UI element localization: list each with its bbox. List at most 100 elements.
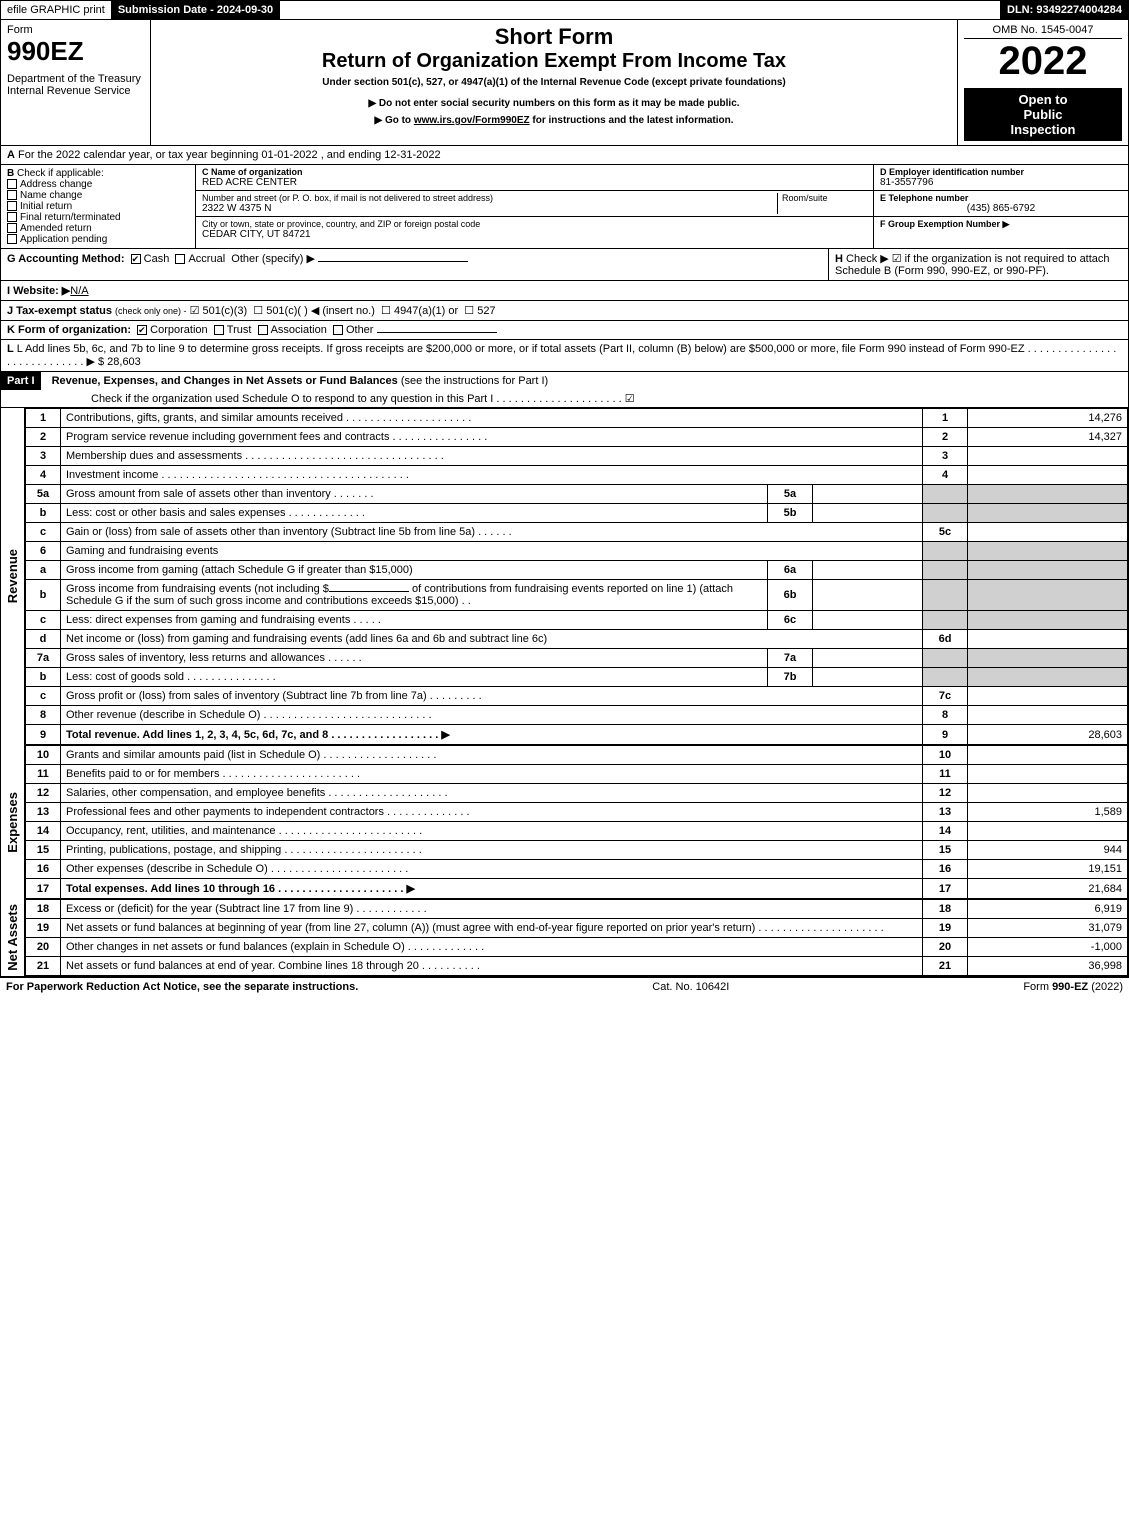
g-other-blank bbox=[318, 261, 468, 262]
check-trust[interactable] bbox=[214, 325, 224, 335]
check-name-change[interactable] bbox=[7, 190, 17, 200]
line-6d: dNet income or (loss) from gaming and fu… bbox=[26, 630, 1128, 649]
netassets-table: 18Excess or (deficit) for the year (Subt… bbox=[25, 899, 1128, 976]
line-desc: Gross profit or (loss) from sales of inv… bbox=[61, 687, 923, 706]
expenses-side-label: Expenses bbox=[5, 792, 20, 853]
line-desc: Gross sales of inventory, less returns a… bbox=[61, 649, 768, 668]
check-application-pending[interactable] bbox=[7, 234, 17, 244]
check-address-change[interactable] bbox=[7, 179, 17, 189]
line-desc: Net income or (loss) from gaming and fun… bbox=[61, 630, 923, 649]
line-rnum: 1 bbox=[923, 409, 968, 428]
b-addr: Address change bbox=[20, 179, 92, 190]
line-rnum: 10 bbox=[923, 746, 968, 765]
return-title: Return of Organization Exempt From Incom… bbox=[157, 50, 951, 73]
efile-print[interactable]: efile GRAPHIC print bbox=[1, 1, 112, 19]
bcdef-block: B Check if applicable: Address change Na… bbox=[0, 165, 1129, 249]
line-13: 13Professional fees and other payments t… bbox=[26, 803, 1128, 822]
check-initial-return[interactable] bbox=[7, 201, 17, 211]
line-6b-blank bbox=[329, 591, 409, 592]
line-rnum: 15 bbox=[923, 841, 968, 860]
irs-link[interactable]: www.irs.gov/Form990EZ bbox=[414, 115, 530, 126]
line-num: 19 bbox=[26, 919, 61, 938]
line-rnum: 3 bbox=[923, 447, 968, 466]
line-rnum: 8 bbox=[923, 706, 968, 725]
j-501c3: ☑ 501(c)(3) bbox=[190, 305, 248, 317]
line-rnum: 19 bbox=[923, 919, 968, 938]
open-to: Open to bbox=[968, 92, 1118, 107]
line-num: b bbox=[26, 580, 61, 611]
submission-date: Submission Date - 2024-09-30 bbox=[112, 1, 280, 19]
line-11: 11Benefits paid to or for members . . . … bbox=[26, 765, 1128, 784]
d-label: D Employer identification number bbox=[880, 167, 1122, 177]
line-rnum: 4 bbox=[923, 466, 968, 485]
check-final-return[interactable] bbox=[7, 212, 17, 222]
line-num: 9 bbox=[26, 725, 61, 745]
line-num: 15 bbox=[26, 841, 61, 860]
line-desc: Total expenses. Add lines 10 through 16 … bbox=[61, 879, 923, 899]
line-num: 7a bbox=[26, 649, 61, 668]
line-rval bbox=[968, 447, 1128, 466]
line-num: 8 bbox=[26, 706, 61, 725]
h-text: Check ▶ ☑ if the organization is not req… bbox=[835, 253, 1110, 277]
check-other-org[interactable] bbox=[333, 325, 343, 335]
b-initial: Initial return bbox=[20, 201, 72, 212]
line-6b: bGross income from fundraising events (n… bbox=[26, 580, 1128, 611]
check-corporation[interactable] bbox=[137, 325, 147, 335]
org-city: CEDAR CITY, UT 84721 bbox=[202, 229, 867, 240]
line-inbox: 7a bbox=[768, 649, 813, 668]
org-street: 2322 W 4375 N bbox=[202, 203, 777, 214]
line-desc: Gaming and fundraising events bbox=[61, 542, 923, 561]
line-rval bbox=[968, 706, 1128, 725]
line-rval: 19,151 bbox=[968, 860, 1128, 879]
line-inval bbox=[813, 668, 923, 687]
line-rval-shade bbox=[968, 580, 1128, 611]
line-rval: 21,684 bbox=[968, 879, 1128, 899]
line-rval bbox=[968, 523, 1128, 542]
check-cash[interactable] bbox=[131, 254, 141, 264]
line-desc: Printing, publications, postage, and shi… bbox=[61, 841, 923, 860]
line-6: 6Gaming and fundraising events bbox=[26, 542, 1128, 561]
header: Form 990EZ Department of the Treasury In… bbox=[0, 20, 1129, 146]
j-sub: (check only one) - bbox=[115, 306, 187, 316]
line-desc: Investment income . . . . . . . . . . . … bbox=[61, 466, 923, 485]
line-rnum: 12 bbox=[923, 784, 968, 803]
l-row: L L Add lines 5b, 6c, and 7b to line 9 t… bbox=[0, 340, 1129, 372]
topbar-spacer bbox=[280, 1, 1001, 19]
line-desc: Other changes in net assets or fund bala… bbox=[61, 938, 923, 957]
check-amended-return[interactable] bbox=[7, 223, 17, 233]
line-desc: Other expenses (describe in Schedule O) … bbox=[61, 860, 923, 879]
line-desc: Gain or (loss) from sale of assets other… bbox=[61, 523, 923, 542]
line-num: c bbox=[26, 611, 61, 630]
line-desc: Gross income from fundraising events (no… bbox=[61, 580, 768, 611]
line-desc: Salaries, other compensation, and employ… bbox=[61, 784, 923, 803]
section-b: B Check if applicable: Address change Na… bbox=[1, 165, 196, 248]
netassets-side-label: Net Assets bbox=[5, 904, 20, 971]
line-18: 18Excess or (deficit) for the year (Subt… bbox=[26, 900, 1128, 919]
form-number: 990EZ bbox=[7, 36, 144, 67]
note-goto-pre: ▶ Go to bbox=[374, 115, 413, 126]
line-rval-shade bbox=[968, 504, 1128, 523]
line-a-text: For the 2022 calendar year, or tax year … bbox=[18, 149, 441, 161]
j-row: J Tax-exempt status (check only one) - ☑… bbox=[0, 301, 1129, 321]
part1-title: Revenue, Expenses, and Changes in Net As… bbox=[52, 375, 398, 387]
line-rval bbox=[968, 746, 1128, 765]
open-public-box: Open to Public Inspection bbox=[964, 88, 1122, 141]
line-21: 21Net assets or fund balances at end of … bbox=[26, 957, 1128, 976]
g-other: Other (specify) ▶ bbox=[231, 253, 315, 265]
line-rnum: 7c bbox=[923, 687, 968, 706]
section-def: D Employer identification number 81-3557… bbox=[873, 165, 1128, 248]
note-goto-post: for instructions and the latest informat… bbox=[530, 115, 734, 126]
line-7b: bLess: cost of goods sold . . . . . . . … bbox=[26, 668, 1128, 687]
check-accrual[interactable] bbox=[175, 254, 185, 264]
line-rnum: 20 bbox=[923, 938, 968, 957]
l-text: L Add lines 5b, 6c, and 7b to line 9 to … bbox=[7, 343, 1116, 368]
check-association[interactable] bbox=[258, 325, 268, 335]
dln: DLN: 93492274004284 bbox=[1001, 1, 1128, 19]
form-ref-num: 990-EZ bbox=[1052, 981, 1088, 993]
line-rnum: 2 bbox=[923, 428, 968, 447]
irs: Internal Revenue Service bbox=[7, 85, 144, 97]
line-num: 21 bbox=[26, 957, 61, 976]
header-center: Short Form Return of Organization Exempt… bbox=[151, 20, 958, 145]
e-label: E Telephone number bbox=[880, 193, 1122, 203]
form-ref-year: (2022) bbox=[1088, 981, 1123, 993]
